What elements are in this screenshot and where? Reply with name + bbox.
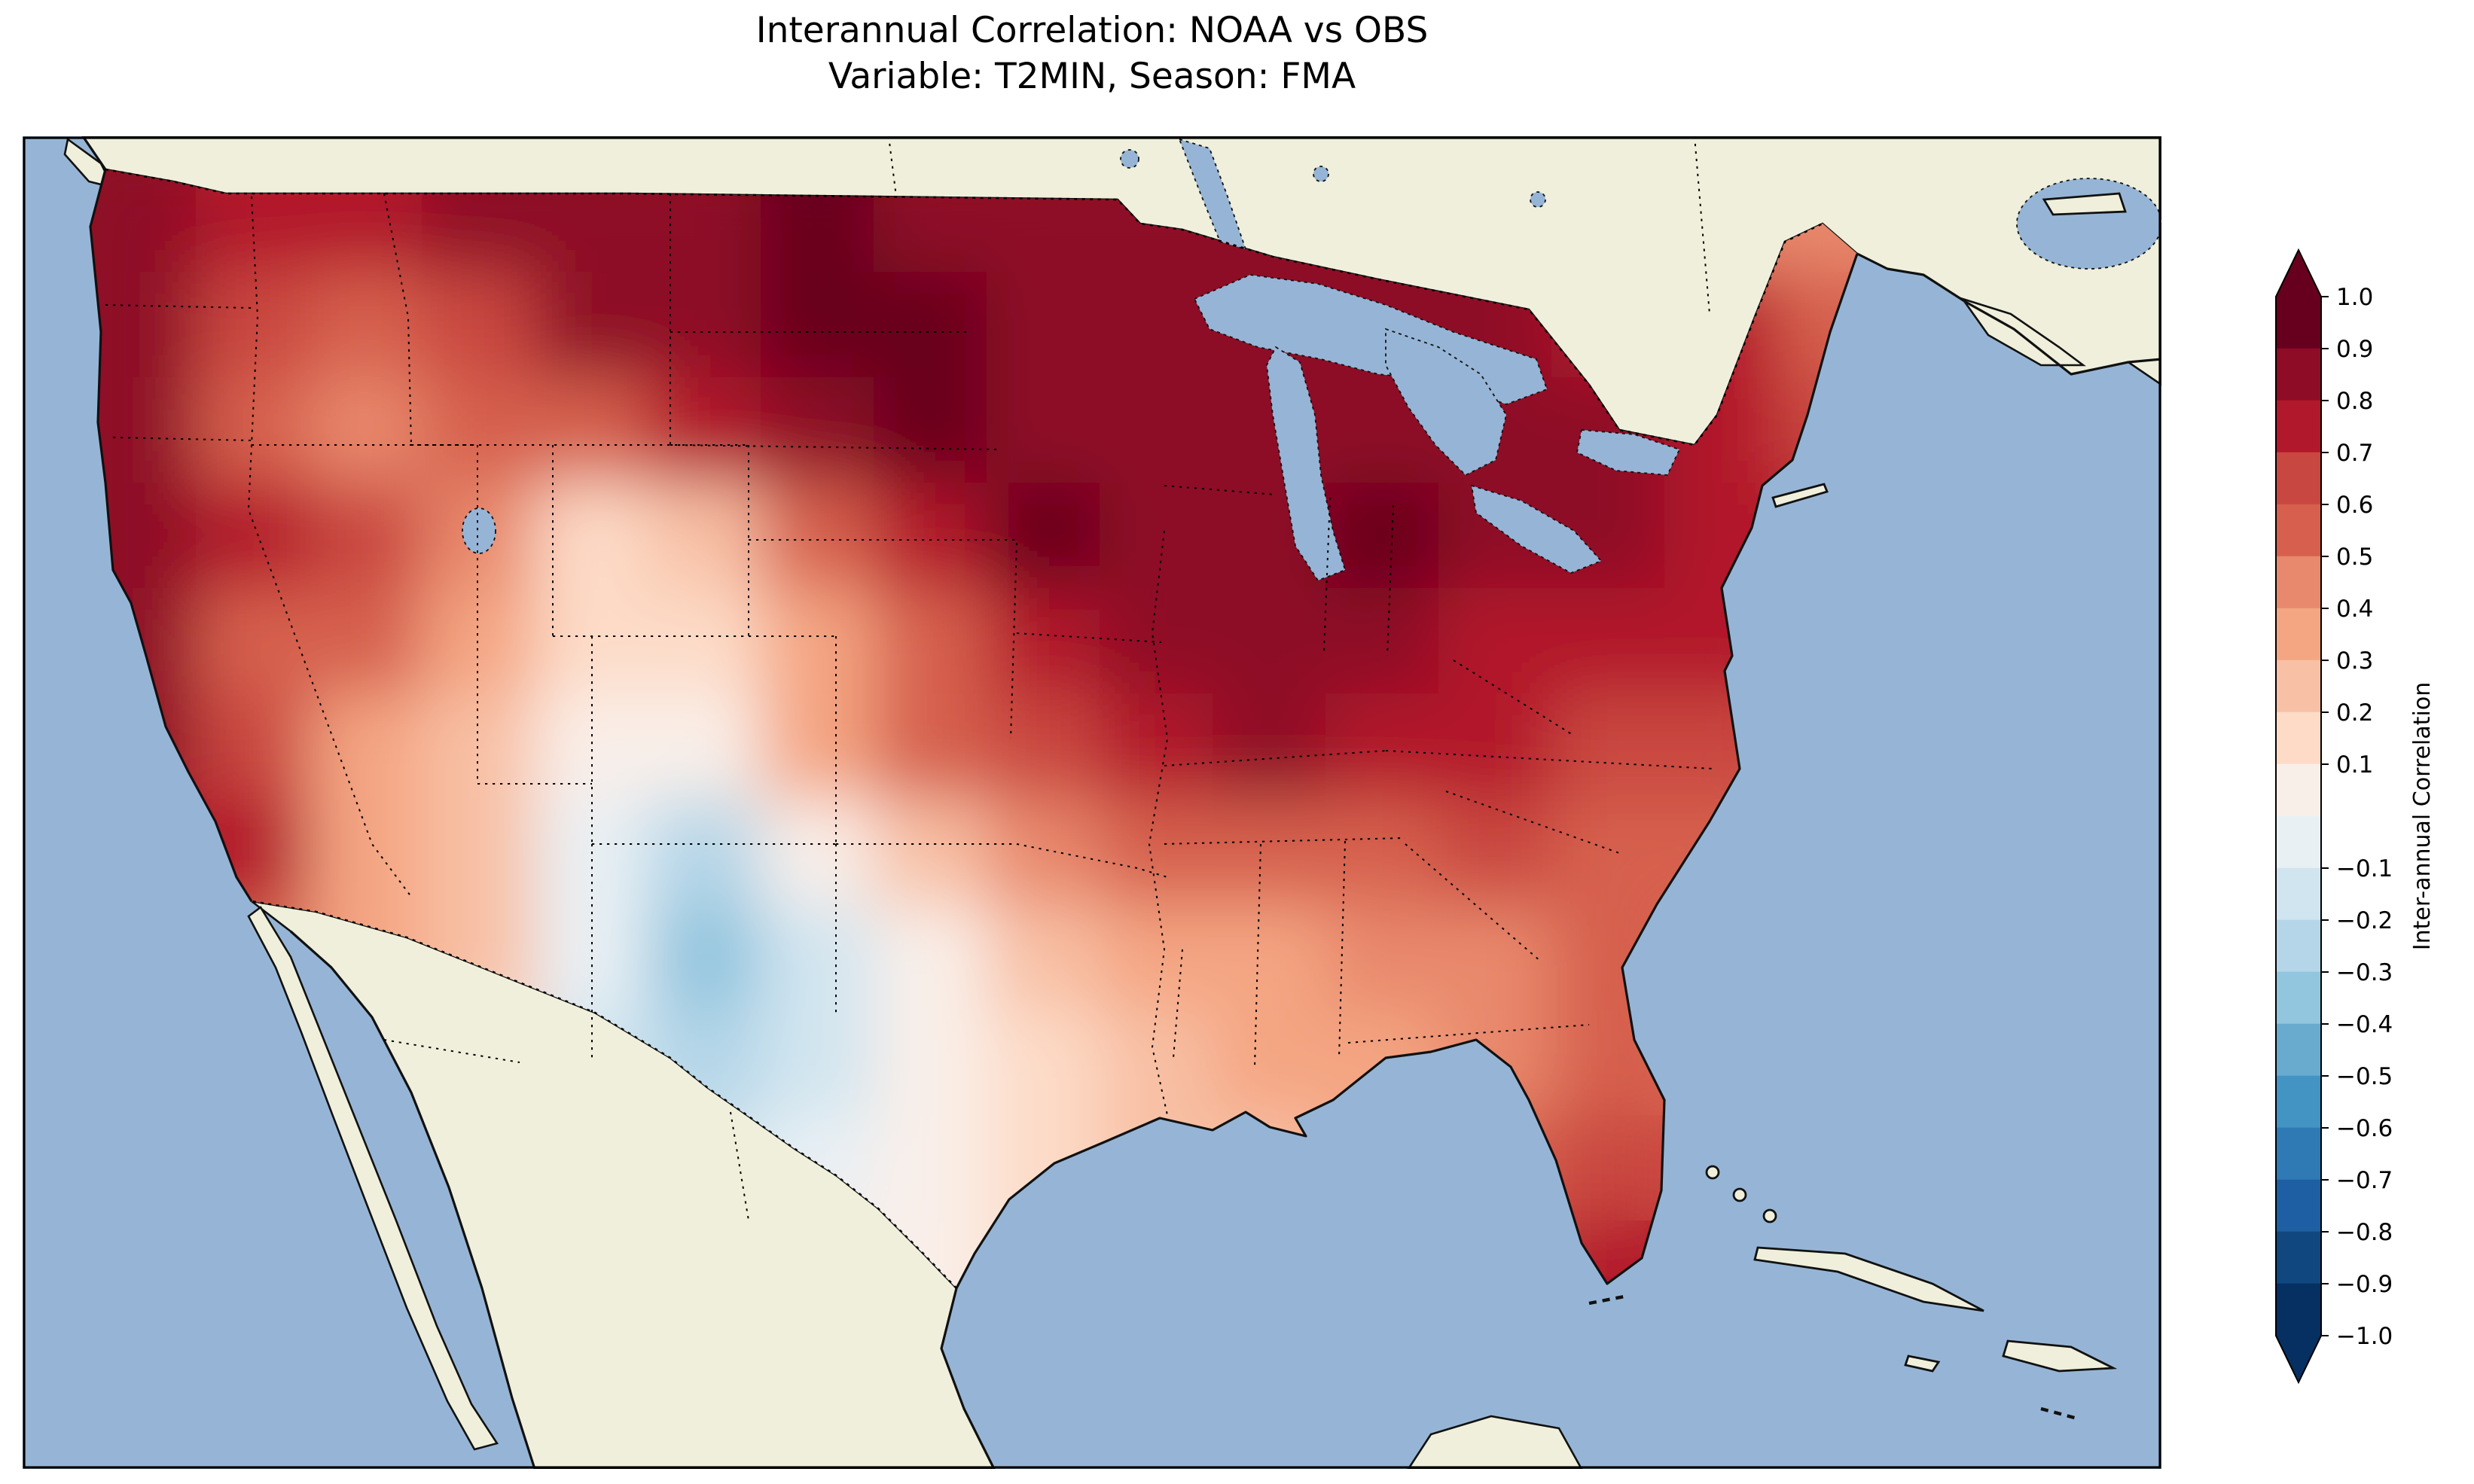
colorbar-canvas: 1.0 0.9 0.8 0.7 0.6 0.5 0.4 0.3 0.2 0.1 −0.1 −0.2 −0… <box>2259 241 2474 1415</box>
svg-text:−0.3: −0.3 <box>2336 959 2393 986</box>
svg-text:0.2: 0.2 <box>2336 699 2373 727</box>
svg-text:0.1: 0.1 <box>2336 751 2373 779</box>
svg-text:0.8: 0.8 <box>2336 388 2373 415</box>
svg-text:−0.9: −0.9 <box>2336 1271 2393 1298</box>
svg-text:0.4: 0.4 <box>2336 596 2373 623</box>
svg-text:0.6: 0.6 <box>2336 492 2373 519</box>
great-salt-lake <box>462 508 496 553</box>
svg-text:−0.5: −0.5 <box>2336 1063 2393 1090</box>
colorbar-ticks: 1.0 0.9 0.8 0.7 0.6 0.5 0.4 0.3 0.2 0.1 −0.1 −0.2 −0… <box>2321 284 2393 1350</box>
us-correlation-map <box>23 136 2161 1469</box>
colorbar-gradient <box>2276 250 2321 1382</box>
chart-subtitle: Variable: T2MIN, Season: FMA <box>23 53 2161 99</box>
svg-text:−0.4: −0.4 <box>2336 1011 2393 1038</box>
colorbar-axis-label: Inter-annual Correlation <box>2409 682 2436 950</box>
svg-text:−0.7: −0.7 <box>2336 1167 2393 1194</box>
svg-text:0.7: 0.7 <box>2336 440 2373 467</box>
colorbar: 1.0 0.9 0.8 0.7 0.6 0.5 0.4 0.3 0.2 0.1 −0.1 −0.2 −0… <box>2259 241 2474 1415</box>
svg-text:−0.2: −0.2 <box>2336 907 2393 934</box>
svg-text:0.3: 0.3 <box>2336 648 2373 675</box>
svg-text:−1.0: −1.0 <box>2336 1323 2393 1350</box>
svg-text:1.0: 1.0 <box>2336 284 2373 311</box>
svg-text:0.5: 0.5 <box>2336 544 2373 571</box>
svg-text:0.9: 0.9 <box>2336 336 2373 363</box>
svg-text:−0.6: −0.6 <box>2336 1115 2393 1142</box>
svg-text:−0.1: −0.1 <box>2336 855 2393 882</box>
map-canvas <box>23 136 2161 1469</box>
chart-title-block: Interannual Correlation: NOAA vs OBS Var… <box>23 8 2161 99</box>
svg-text:−0.8: −0.8 <box>2336 1219 2393 1246</box>
chart-title: Interannual Correlation: NOAA vs OBS <box>23 8 2161 53</box>
